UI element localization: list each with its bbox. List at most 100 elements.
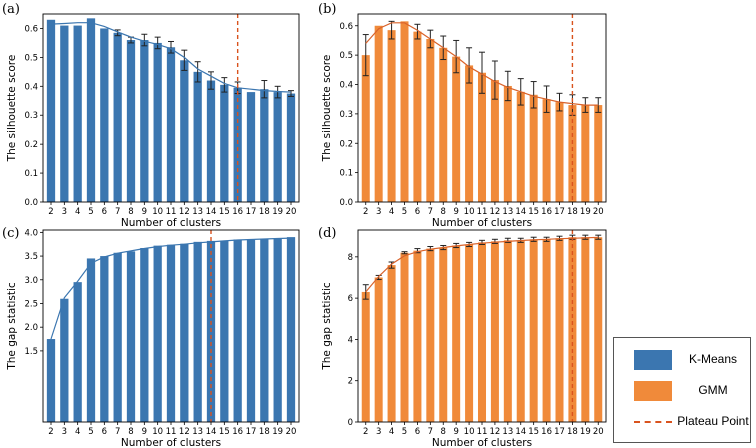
bar (260, 238, 269, 422)
x-tick-label: 2 (48, 207, 53, 217)
bar (180, 60, 189, 203)
x-tick-label: 15 (219, 427, 230, 437)
bar (439, 247, 448, 422)
y-tick-label: 0.5 (339, 51, 353, 61)
bar (60, 25, 69, 203)
bar (46, 19, 56, 203)
bar (361, 55, 370, 202)
x-tick-label: 3 (62, 427, 67, 437)
x-tick-label: 18 (259, 207, 270, 217)
bar (233, 87, 242, 202)
bar (542, 239, 551, 422)
chart-panel-2: 0.00.10.20.30.40.50.62 3 4 5 6 7 8 9 10 11 12 13 14 1… (321, 13, 607, 229)
panel-label-c: (c) (2, 226, 20, 241)
x-tick-label: 7 (428, 427, 433, 437)
bar (86, 258, 96, 422)
bar (166, 47, 176, 203)
y-tick-label: 8 (348, 253, 353, 263)
x-tick-label: 13 (192, 207, 203, 217)
x-tick-label: 20 (286, 207, 297, 217)
bar (73, 25, 82, 203)
bar (374, 25, 383, 202)
x-tick-label: 11 (166, 427, 177, 437)
bar (542, 99, 551, 202)
x-tick-label: 13 (502, 427, 513, 437)
x-tick-label: 18 (259, 427, 270, 437)
x-tick-label: 7 (428, 207, 433, 217)
bar (126, 251, 136, 422)
bar (594, 105, 603, 202)
bar (286, 93, 296, 202)
x-tick-label: 12 (490, 427, 501, 437)
bar (490, 80, 499, 202)
y-tick-label: 0.5 (24, 53, 38, 63)
x-tick-label: 18 (567, 427, 578, 437)
x-tick-label: 4 (75, 427, 80, 437)
y-axis-label: The silhouette score (321, 55, 333, 163)
x-tick-label: 2 (48, 427, 53, 437)
bar (452, 245, 461, 422)
x-tick-label: 17 (246, 427, 257, 437)
x-tick-label: 16 (541, 207, 552, 217)
trend-line (365, 236, 599, 293)
x-axis-label: Number of clusters (121, 217, 221, 229)
x-tick-label: 18 (567, 207, 578, 217)
bar (426, 38, 435, 202)
x-tick-label: 4 (389, 427, 394, 437)
chart-panel-1: 0.00.10.20.30.40.50.62 3 4 5 6 7 8 9 10 11 12 13 14 1… (6, 13, 300, 229)
x-tick-label: 19 (272, 427, 283, 437)
legend-dash-plateau (634, 421, 672, 423)
x-tick-label: 13 (192, 427, 203, 437)
bar (555, 102, 564, 202)
legend-swatch-gmm (634, 381, 672, 401)
x-tick-label: 15 (528, 427, 539, 437)
x-tick-label: 20 (286, 427, 297, 437)
y-tick-label: 3.5 (24, 252, 38, 262)
y-tick-label: 2.5 (24, 299, 38, 309)
x-tick-label: 17 (554, 427, 565, 437)
x-tick-label: 16 (232, 207, 243, 217)
bar (193, 71, 202, 202)
x-axis-label: Number of clusters (432, 437, 532, 448)
y-tick-label: 0.2 (24, 140, 38, 150)
y-tick-label: 0.4 (339, 81, 353, 91)
y-tick-label: 4.0 (24, 228, 38, 238)
x-tick-label: 17 (554, 207, 565, 217)
x-tick-label: 5 (402, 207, 407, 217)
x-tick-label: 14 (206, 427, 217, 437)
bar (477, 72, 487, 202)
chart-panel-3: 1.5 2.0 2.5 3.0 3.5 4.0 2 3 4 5 6 7 8 9 10 11 12 13 14 15 16… (6, 228, 300, 448)
panel-label-b: (b) (318, 2, 337, 17)
bar (113, 252, 122, 422)
x-axis-label: Number of clusters (432, 217, 532, 229)
bar (286, 237, 296, 422)
x-tick-label: 8 (128, 427, 133, 437)
y-tick-label: 0.3 (339, 110, 353, 120)
x-tick-label: 19 (272, 207, 283, 217)
bar (153, 245, 162, 422)
bar (529, 239, 538, 422)
bar (503, 85, 512, 202)
bar (439, 47, 448, 202)
bar (465, 244, 474, 422)
x-tick-label: 6 (102, 427, 107, 437)
x-axis-label: Number of clusters (121, 437, 221, 448)
bar (46, 339, 56, 422)
y-tick-label: 0 (348, 418, 353, 428)
bar (387, 30, 396, 202)
x-tick-label: 16 (541, 427, 552, 437)
legend-label-kmeans: K-Means (688, 352, 738, 366)
x-tick-label: 6 (415, 207, 420, 217)
bar (516, 240, 525, 422)
bar (206, 80, 216, 202)
y-tick-label: 2.0 (24, 323, 38, 333)
legend-label-plateau: Plateau Point (677, 414, 749, 428)
x-tick-label: 7 (115, 427, 120, 437)
x-tick-label: 17 (246, 207, 257, 217)
y-tick-label: 2 (348, 377, 353, 387)
bar (516, 91, 525, 202)
x-tick-label: 19 (580, 207, 591, 217)
bar (246, 239, 256, 422)
